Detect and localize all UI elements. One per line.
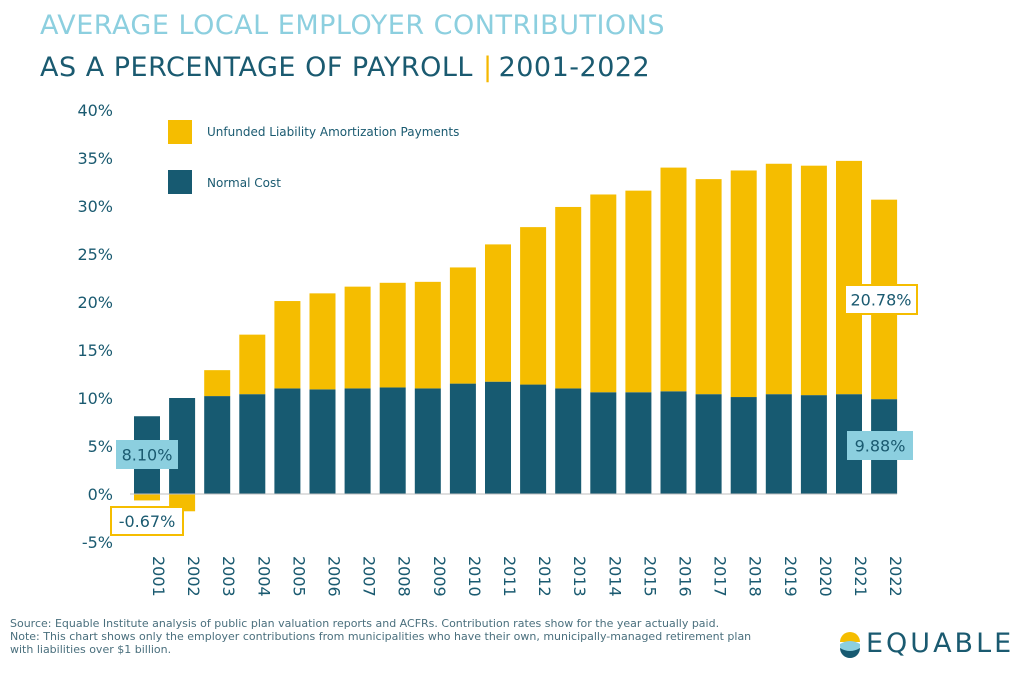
bar-normal-cost	[660, 391, 687, 494]
x-tick-label: 2013	[570, 556, 589, 597]
note-line-1: Note: This chart shows only the employer…	[10, 630, 752, 643]
bar-unfunded-liability	[344, 286, 371, 389]
title-separator: |	[482, 52, 493, 83]
title-main: AS A PERCENTAGE OF PAYROLL	[40, 52, 473, 83]
annotation-label: 9.88%	[855, 437, 906, 456]
chart-title-line1: AVERAGE LOCAL EMPLOYER CONTRIBUTIONS	[40, 10, 666, 41]
x-tick-label: 2017	[711, 556, 730, 597]
bar-unfunded-liability	[695, 179, 722, 395]
bar-unfunded-liability	[379, 282, 406, 388]
x-tick-label: 2018	[746, 556, 765, 597]
chart-footnotes: Source: Equable Institute analysis of pu…	[10, 617, 751, 656]
x-tick-label: 2015	[640, 556, 659, 597]
bar-unfunded-liability	[485, 244, 511, 382]
bar-normal-cost	[590, 392, 617, 494]
bar-normal-cost	[204, 396, 231, 494]
bar-unfunded-liability	[765, 163, 792, 395]
annotation-box	[844, 284, 918, 315]
x-tick-label: 2005	[289, 556, 308, 597]
x-tick-label: 2003	[219, 556, 238, 597]
bar-unfunded-liability	[800, 165, 827, 396]
note-line-2: with liabilities over $1 billion.	[10, 643, 172, 656]
x-tick-label: 2006	[325, 556, 344, 597]
x-tick-label: 2019	[781, 556, 800, 597]
x-tick-label: 2014	[605, 556, 624, 597]
bar-unfunded-liability	[625, 190, 652, 393]
bar-unfunded-liability	[449, 267, 476, 384]
legend-label-unfunded: Unfunded Liability Amortization Payments	[207, 125, 459, 139]
annotation-label: 8.10%	[122, 446, 173, 465]
annotation-box	[116, 440, 178, 469]
y-tick-label: 35%	[77, 149, 113, 168]
bar-normal-cost	[625, 392, 652, 494]
bar-unfunded-liability	[836, 160, 862, 395]
bar-normal-cost	[239, 394, 266, 494]
bar-normal-cost	[379, 387, 406, 494]
y-tick-label: 25%	[77, 245, 113, 264]
equable-logo-text: EQUABLE	[866, 628, 1015, 659]
bar-normal-cost	[449, 383, 476, 494]
bar-unfunded-liability	[660, 167, 687, 392]
x-tick-label: 2007	[360, 556, 379, 597]
bar-unfunded-liability	[520, 227, 547, 385]
x-tick-label: 2021	[851, 556, 870, 597]
legend-swatch-normal-cost	[168, 170, 192, 194]
x-tick-label: 2009	[430, 556, 449, 597]
x-tick-label: 2012	[535, 556, 554, 597]
x-tick-label: 2001	[149, 556, 168, 597]
bar-unfunded-liability	[239, 334, 266, 395]
title-years: 2001-2022	[498, 52, 651, 83]
x-tick-label: 2004	[254, 556, 273, 597]
x-tick-label: 2011	[500, 556, 519, 597]
bar-normal-cost	[695, 394, 722, 494]
chart-title-line2: AS A PERCENTAGE OF PAYROLL | 2001-2022	[40, 52, 650, 83]
bar-unfunded-liability	[134, 494, 160, 501]
bar-normal-cost	[730, 397, 757, 494]
y-tick-label: 0%	[88, 485, 113, 504]
x-tick-label: 2016	[676, 556, 695, 597]
bar-unfunded-liability	[309, 293, 336, 390]
source-note: Source: Equable Institute analysis of pu…	[10, 617, 720, 630]
bar-normal-cost	[555, 388, 582, 494]
bar-normal-cost	[274, 388, 301, 494]
annotation-box	[847, 431, 913, 460]
bar-normal-cost	[344, 388, 371, 494]
bar-unfunded-liability	[730, 170, 757, 398]
legend-label-normal-cost: Normal Cost	[207, 176, 281, 190]
annotation-label: 20.78%	[850, 291, 911, 310]
bar-normal-cost	[414, 388, 441, 494]
x-tick-label: 2010	[465, 556, 484, 597]
x-tick-label: 2008	[395, 556, 414, 597]
legend-swatch-unfunded	[168, 120, 192, 144]
stacked-bar-chart: 40% 35% 30% 25% 20% 15% 10% 5% 0% -5% 2001 2002 2003…	[77, 101, 918, 597]
bar-unfunded-liability	[555, 206, 582, 389]
x-tick-label: 2002	[184, 556, 203, 597]
y-tick-label: 15%	[77, 341, 113, 360]
annotation-label: -0.67%	[119, 512, 176, 531]
bar-normal-cost	[520, 384, 547, 494]
bar-unfunded-liability	[274, 301, 301, 389]
annotation-box	[110, 506, 184, 536]
y-tick-label: -5%	[82, 533, 113, 552]
bar-normal-cost	[485, 381, 511, 494]
bar-unfunded-liability	[204, 370, 231, 397]
bar-normal-cost	[309, 389, 336, 494]
y-tick-label: 30%	[77, 197, 113, 216]
x-tick-label: 2022	[886, 556, 905, 597]
bar-unfunded-liability	[590, 194, 617, 393]
y-tick-label: 40%	[77, 101, 113, 120]
bar-unfunded-liability	[414, 281, 441, 389]
bar-normal-cost	[765, 394, 792, 494]
bar-normal-cost	[800, 395, 827, 494]
equable-logo-icon	[840, 632, 860, 658]
y-tick-label: 10%	[77, 389, 113, 408]
y-tick-label: 5%	[88, 437, 113, 456]
y-tick-label: 20%	[77, 293, 113, 312]
x-tick-label: 2020	[816, 556, 835, 597]
